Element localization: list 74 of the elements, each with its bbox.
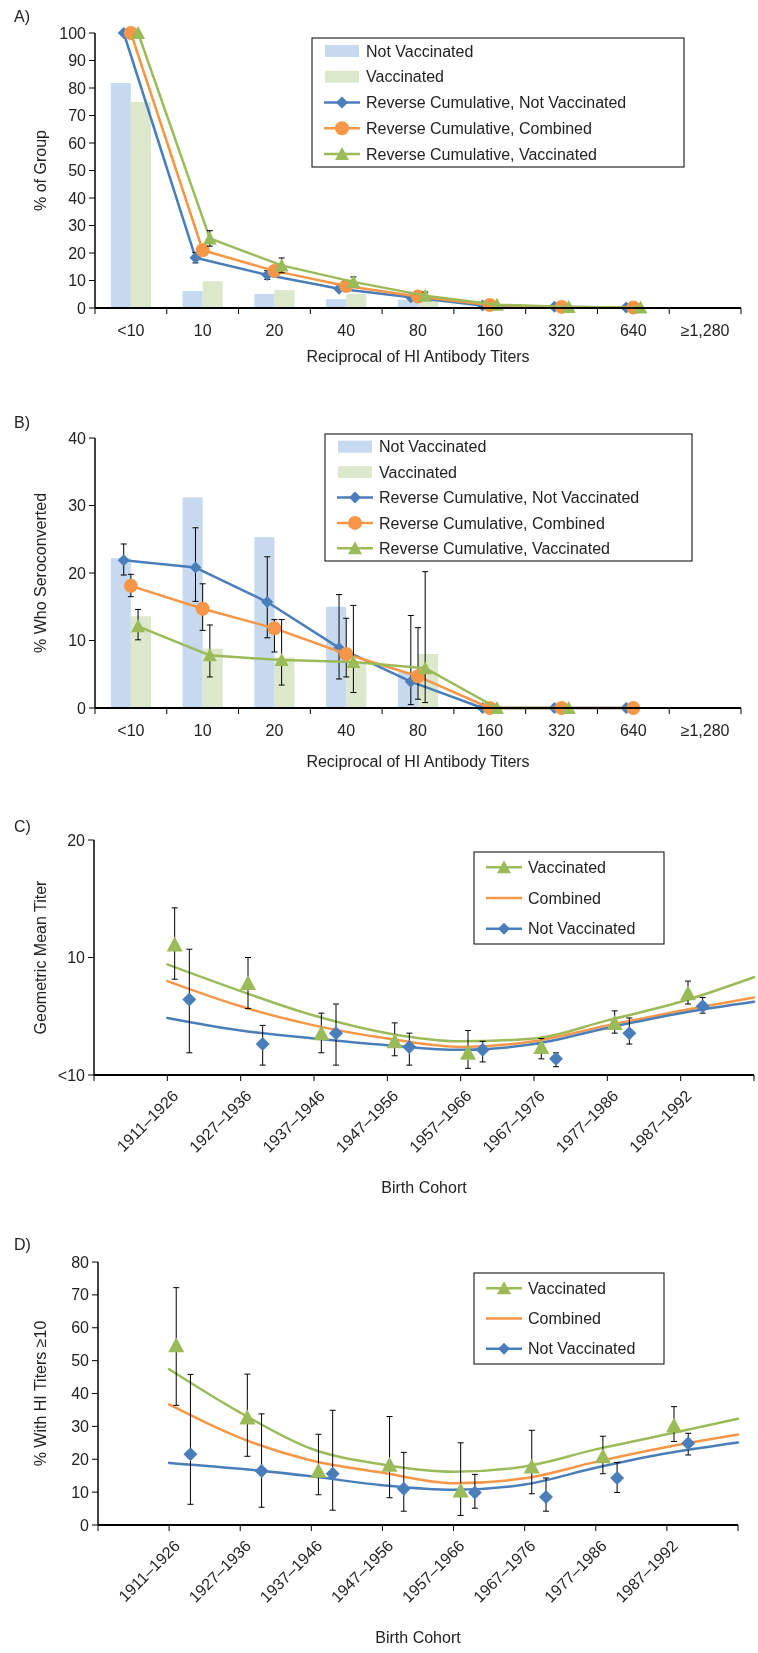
y-tick-label: 20 (71, 1450, 90, 1468)
x-axis-title: Birth Cohort (381, 1179, 468, 1196)
y-tick-label: 20 (67, 831, 86, 849)
legend-label: Vaccinated (366, 68, 444, 86)
legend-label: Vaccinated (528, 1279, 606, 1297)
x-tick-label: 40 (337, 322, 356, 339)
y-tick-label: 40 (71, 1385, 90, 1403)
y-tick-label: <10 (57, 1066, 86, 1084)
x-tick-label: ≥1,280 (680, 722, 730, 739)
y-tick-label: 0 (80, 1516, 90, 1534)
y-tick-label: 90 (68, 52, 87, 70)
legend-label: Vaccinated (379, 463, 457, 481)
x-tick-label: <10 (117, 722, 145, 739)
legend-label: Vaccinated (528, 858, 606, 876)
x-tick-label: 10 (193, 322, 212, 339)
x-tick-label: 640 (619, 722, 647, 739)
x-tick-label: 20 (265, 722, 284, 739)
y-axis-title: Geometric Mean Titer (32, 879, 49, 1035)
y-tick-label: 0 (77, 699, 87, 717)
x-tick-label: 160 (476, 722, 504, 739)
x-tick-label: 320 (548, 322, 575, 339)
y-tick-label: 100 (59, 24, 87, 42)
y-tick-label: 10 (68, 632, 87, 650)
y-tick-label: 50 (68, 162, 87, 180)
y-axis-title: % of Group (32, 129, 49, 211)
x-axis-title: Birth Cohort (375, 1629, 462, 1646)
x-tick-label: 80 (409, 722, 427, 739)
y-tick-label: 60 (71, 1319, 90, 1337)
y-tick-label: 70 (71, 1286, 90, 1304)
x-axis-title: Reciprocal of HI Antibody Titers (306, 348, 530, 365)
y-tick-label: 10 (71, 1483, 90, 1501)
x-tick-label: 20 (265, 322, 284, 339)
chart-title: A) (14, 8, 30, 25)
y-tick-label: 80 (71, 1253, 90, 1271)
x-tick-label: 40 (337, 722, 356, 739)
legend-label: Reverse Cumulative, Not Vaccinated (366, 94, 627, 112)
y-tick-label: 20 (68, 244, 87, 262)
legend-label: Combined (528, 1310, 601, 1328)
legend-label: Not Vaccinated (366, 42, 474, 60)
chart-title: D) (14, 1236, 31, 1253)
legend-label: Reverse Cumulative, Vaccinated (366, 145, 597, 163)
y-tick-label: 30 (68, 497, 87, 515)
x-axis-title: Reciprocal of HI Antibody Titers (306, 753, 530, 770)
y-tick-label: 60 (68, 134, 87, 152)
x-tick-label: 320 (548, 722, 575, 739)
y-tick-label: 70 (68, 107, 87, 125)
y-tick-label: 0 (77, 299, 87, 317)
legend-label: Reverse Cumulative, Not Vaccinated (379, 489, 640, 507)
x-tick-label: 160 (476, 322, 504, 339)
x-tick-label: 10 (193, 722, 212, 739)
legend-label: Combined (528, 889, 601, 907)
chart-title: C) (14, 818, 31, 835)
legend-label: Not Vaccinated (528, 1340, 636, 1358)
legend-label: Reverse Cumulative, Combined (379, 514, 605, 532)
y-tick-label: 40 (68, 189, 87, 207)
y-tick-label: 50 (71, 1352, 90, 1370)
y-tick-label: 20 (68, 564, 87, 582)
y-axis-title: % Who Seroconverted (32, 492, 49, 654)
y-tick-label: 10 (68, 272, 87, 290)
x-tick-label: 80 (409, 322, 427, 339)
legend-label: Not Vaccinated (528, 920, 636, 938)
y-tick-label: 80 (68, 79, 87, 97)
y-tick-label: 30 (68, 217, 87, 235)
chart-title: B) (14, 414, 30, 431)
legend-label: Reverse Cumulative, Combined (366, 119, 592, 137)
x-tick-label: <10 (117, 322, 145, 339)
y-tick-label: 10 (67, 949, 86, 967)
y-axis-title: % With HI Titers ≥10 (32, 1320, 49, 1467)
y-tick-label: 40 (68, 429, 87, 447)
legend-label: Reverse Cumulative, Vaccinated (379, 539, 610, 557)
x-tick-label: ≥1,280 (680, 322, 730, 339)
x-tick-label: 640 (619, 322, 647, 339)
y-tick-label: 30 (71, 1417, 90, 1435)
legend-label: Not Vaccinated (379, 438, 487, 456)
